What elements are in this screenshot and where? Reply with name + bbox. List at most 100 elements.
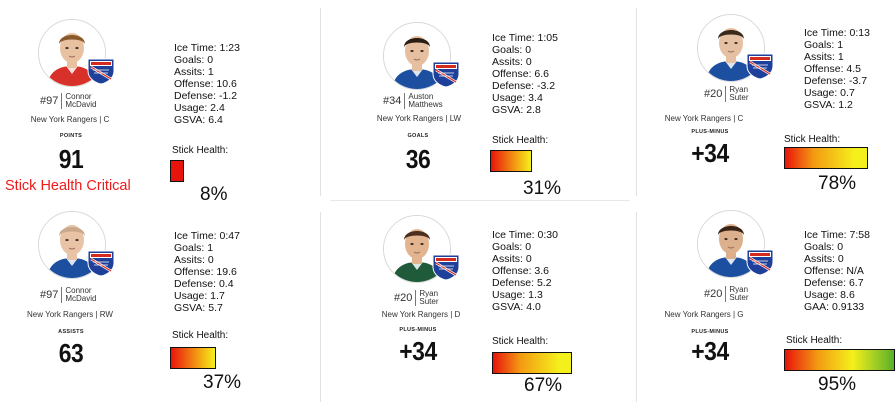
stat-line: Ice Time: 0:13 bbox=[804, 27, 870, 39]
stat-line: Defense: -3.2 bbox=[492, 80, 556, 92]
stick-health-bar bbox=[170, 160, 184, 182]
stick-health-bar bbox=[170, 347, 216, 369]
stat-line: GSVA: 6.4 bbox=[174, 114, 223, 126]
rangers-logo-icon bbox=[86, 55, 116, 90]
stat-line: Offense: 19.6 bbox=[174, 266, 237, 278]
stat-line: Assits: 0 bbox=[492, 56, 532, 68]
stick-health-label: Stick Health: bbox=[172, 330, 229, 341]
player-first-name: Connor bbox=[65, 92, 92, 101]
rangers-logo-icon bbox=[86, 247, 116, 282]
stick-health-alert: Stick Health Critical bbox=[5, 178, 131, 194]
stat-line: Offense: 6.6 bbox=[492, 68, 550, 80]
rangers-logo-icon bbox=[745, 246, 775, 281]
stat-line: Defense: 5.2 bbox=[492, 277, 552, 289]
team-position: New York Rangers | LW bbox=[376, 114, 462, 123]
team-position: New York Rangers | C bbox=[30, 115, 110, 124]
stick-health-label: Stick Health: bbox=[492, 336, 549, 347]
stat-line: Usage: 8.6 bbox=[804, 289, 855, 301]
player-first-name: Ryan bbox=[729, 285, 749, 294]
stick-health-bar bbox=[492, 352, 572, 374]
player-number-name: #34 Auston Matthews bbox=[383, 93, 443, 109]
stat-line: Offense: N/A bbox=[804, 265, 864, 277]
stat-line: Goals: 1 bbox=[174, 242, 214, 254]
stat-line: Defense: 6.7 bbox=[804, 277, 864, 289]
stick-health-bar bbox=[784, 349, 895, 371]
stat-label: ASSISTS bbox=[58, 329, 84, 335]
stick-health-bar bbox=[490, 150, 532, 172]
team-position: New York Rangers | G bbox=[664, 310, 744, 319]
player-card[interactable]: #20 Ryan Suter New York Rangers | D PLUS… bbox=[320, 206, 620, 413]
stat-line: GSVA: 4.0 bbox=[492, 301, 541, 313]
stat-line: Usage: 2.4 bbox=[174, 102, 225, 114]
stat-line: Assits: 1 bbox=[804, 51, 844, 63]
stick-health-label: Stick Health: bbox=[786, 335, 843, 346]
name-separator bbox=[61, 287, 63, 303]
stick-health-percent: 95% bbox=[818, 374, 857, 395]
player-stats: Ice Time: 0:47 Goals: 1 Assits: 0 Offense: … bbox=[174, 230, 240, 314]
stat-line: Defense: -1.2 bbox=[174, 90, 238, 102]
player-last-name: Matthews bbox=[408, 100, 443, 109]
row-divider bbox=[330, 200, 630, 201]
stat-value: +34 bbox=[399, 336, 437, 366]
player-card[interactable]: #34 Auston Matthews New York Rangers | L… bbox=[320, 0, 620, 207]
player-first-name: Ryan bbox=[419, 289, 439, 298]
stat-line: Offense: 4.5 bbox=[804, 63, 862, 75]
stat-line: Offense: 10.6 bbox=[174, 78, 237, 90]
player-name: Connor McDavid bbox=[65, 93, 96, 109]
stat-line: Goals: 0 bbox=[174, 54, 214, 66]
column-divider bbox=[320, 212, 321, 402]
player-stats: Ice Time: 0:13 Goals: 1 Assits: 1 Offense: … bbox=[804, 27, 870, 111]
stat-line: Ice Time: 0:30 bbox=[492, 229, 558, 241]
stat-line: Ice Time: 0:47 bbox=[174, 230, 240, 242]
team-position: New York Rangers | D bbox=[381, 310, 461, 319]
stat-value: 63 bbox=[58, 338, 84, 368]
stat-line: GSVA: 5.7 bbox=[174, 302, 223, 314]
rangers-logo-icon bbox=[431, 58, 461, 93]
stat-line: Defense: 0.4 bbox=[174, 278, 234, 290]
player-card[interactable]: #20 Ryan Suter New York Rangers | G PLUS… bbox=[634, 206, 896, 413]
stick-health-percent: 67% bbox=[524, 375, 563, 396]
player-number-name: #20 Ryan Suter bbox=[394, 290, 438, 306]
stick-health-label: Stick Health: bbox=[784, 134, 841, 145]
player-first-name: Connor bbox=[65, 286, 92, 295]
player-first-name: Auston bbox=[408, 92, 434, 101]
stick-health-percent: 8% bbox=[200, 184, 228, 205]
stat-line: Assits: 0 bbox=[804, 253, 844, 265]
player-card[interactable]: #97 Connor McDavid New York Rangers | RW… bbox=[0, 206, 300, 413]
player-stats: Ice Time: 7:58 Goals: 0 Assits: 0 Offense: … bbox=[804, 229, 870, 313]
player-last-name: Suter bbox=[419, 297, 439, 306]
player-name: Auston Matthews bbox=[408, 93, 442, 109]
stat-value: 36 bbox=[405, 144, 431, 174]
stat-line: Usage: 0.7 bbox=[804, 87, 855, 99]
player-number: #20 bbox=[704, 288, 723, 300]
stat-line: Assits: 0 bbox=[174, 254, 214, 266]
player-card[interactable]: #20 Ryan Suter New York Rangers | C PLUS… bbox=[634, 0, 896, 207]
player-last-name: McDavid bbox=[65, 294, 97, 303]
player-number-name: #97 Connor McDavid bbox=[40, 287, 96, 303]
stat-line: Usage: 1.7 bbox=[174, 290, 225, 302]
player-stats: Ice Time: 0:30 Goals: 0 Assits: 0 Offense: … bbox=[492, 229, 558, 313]
player-stats: Ice Time: 1:23 Goals: 0 Assits: 1 Offense: … bbox=[174, 42, 240, 126]
player-card[interactable]: #97 Connor McDavid New York Rangers | C … bbox=[0, 0, 300, 207]
player-last-name: McDavid bbox=[65, 100, 97, 109]
stick-health-percent: 37% bbox=[203, 372, 242, 393]
stick-health-bar bbox=[784, 147, 868, 169]
stick-health-label: Stick Health: bbox=[492, 135, 549, 146]
rangers-logo-icon bbox=[431, 251, 461, 286]
stick-health-percent: 78% bbox=[818, 173, 857, 194]
player-number: #97 bbox=[40, 95, 59, 107]
name-separator bbox=[404, 93, 406, 109]
player-number: #20 bbox=[704, 88, 723, 100]
player-headshot bbox=[697, 210, 765, 278]
player-number: #97 bbox=[40, 289, 59, 301]
stat-line: GAA: 0.9133 bbox=[804, 301, 865, 313]
stat-line: Defense: -3.7 bbox=[804, 75, 868, 87]
rangers-logo-icon bbox=[745, 50, 775, 85]
column-divider bbox=[320, 8, 321, 196]
stick-health-percent: 31% bbox=[523, 178, 562, 199]
stat-value: +34 bbox=[691, 138, 729, 168]
team-position: New York Rangers | RW bbox=[27, 310, 113, 319]
player-last-name: Suter bbox=[729, 93, 749, 102]
stat-line: Ice Time: 1:23 bbox=[174, 42, 240, 54]
stat-label: POINTS bbox=[59, 133, 83, 139]
